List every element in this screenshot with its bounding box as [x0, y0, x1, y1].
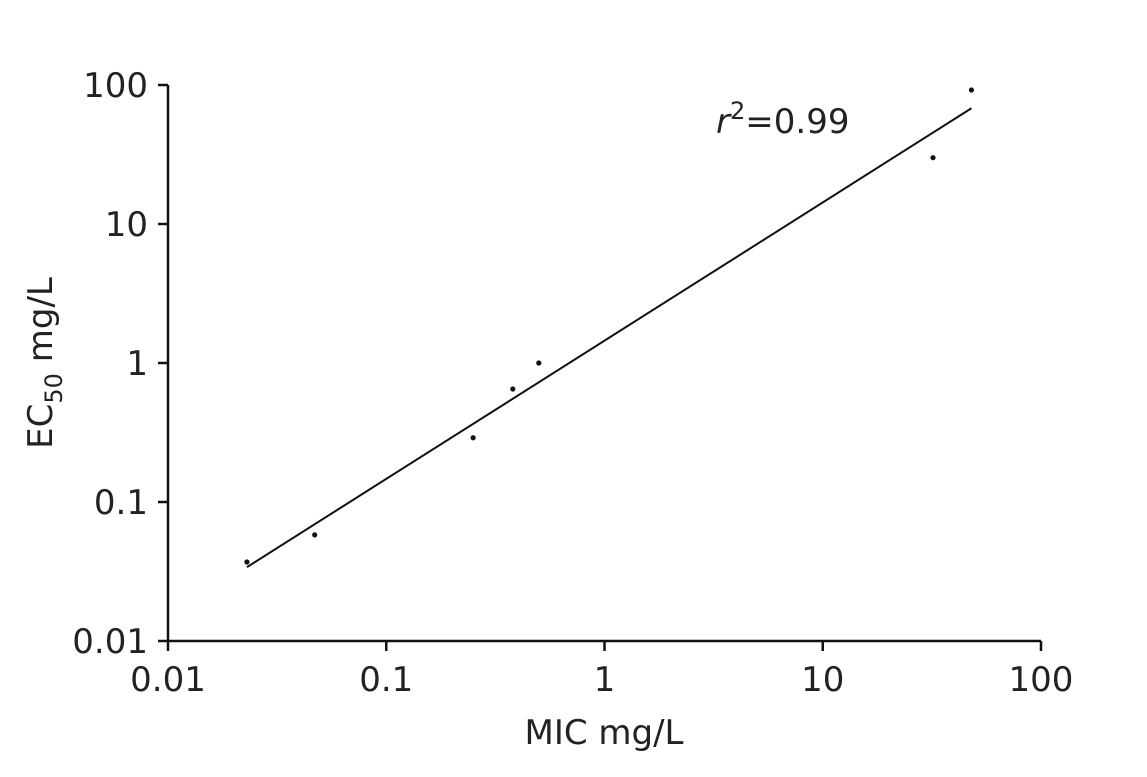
r-squared-annotation: r2=0.99: [716, 97, 849, 142]
x-tick-label: 1: [594, 660, 616, 700]
r-squared-sup: 2: [730, 97, 745, 125]
data-point: [510, 386, 516, 392]
r-squared-var: r: [716, 102, 732, 142]
y-tick-label: 10: [105, 205, 148, 245]
r-squared-value: =0.99: [745, 102, 849, 142]
y-ticks: 0.01 0.1 1 10 100: [72, 66, 168, 662]
y-axis-label-rest: mg/L: [21, 277, 61, 373]
y-tick-label: 1: [126, 344, 148, 384]
data-point: [536, 360, 542, 366]
data-point: [312, 532, 318, 538]
regression-line: [246, 107, 972, 568]
data-point: [968, 87, 975, 93]
x-tick-label: 100: [1009, 660, 1074, 700]
x-tick-label: 0.01: [130, 660, 206, 700]
axes: [166, 85, 1041, 643]
x-tick-label: 0.1: [359, 660, 413, 700]
y-axis-label-subscript: 50: [40, 373, 68, 404]
y-tick-label: 100: [83, 66, 148, 106]
x-ticks: 0.01 0.1 1 10 100: [130, 641, 1073, 700]
y-tick-label: 0.01: [72, 622, 148, 662]
y-tick-label: 0.1: [94, 483, 148, 523]
data-point: [930, 155, 936, 161]
data-point: [470, 435, 476, 441]
y-axis-label: EC50 mg/L: [21, 277, 68, 449]
data-points: [244, 87, 975, 565]
y-axis-label-main: EC: [21, 404, 61, 449]
x-tick-label: 10: [801, 660, 844, 700]
data-point: [244, 559, 250, 565]
x-axis-label: MIC mg/L: [524, 713, 683, 753]
